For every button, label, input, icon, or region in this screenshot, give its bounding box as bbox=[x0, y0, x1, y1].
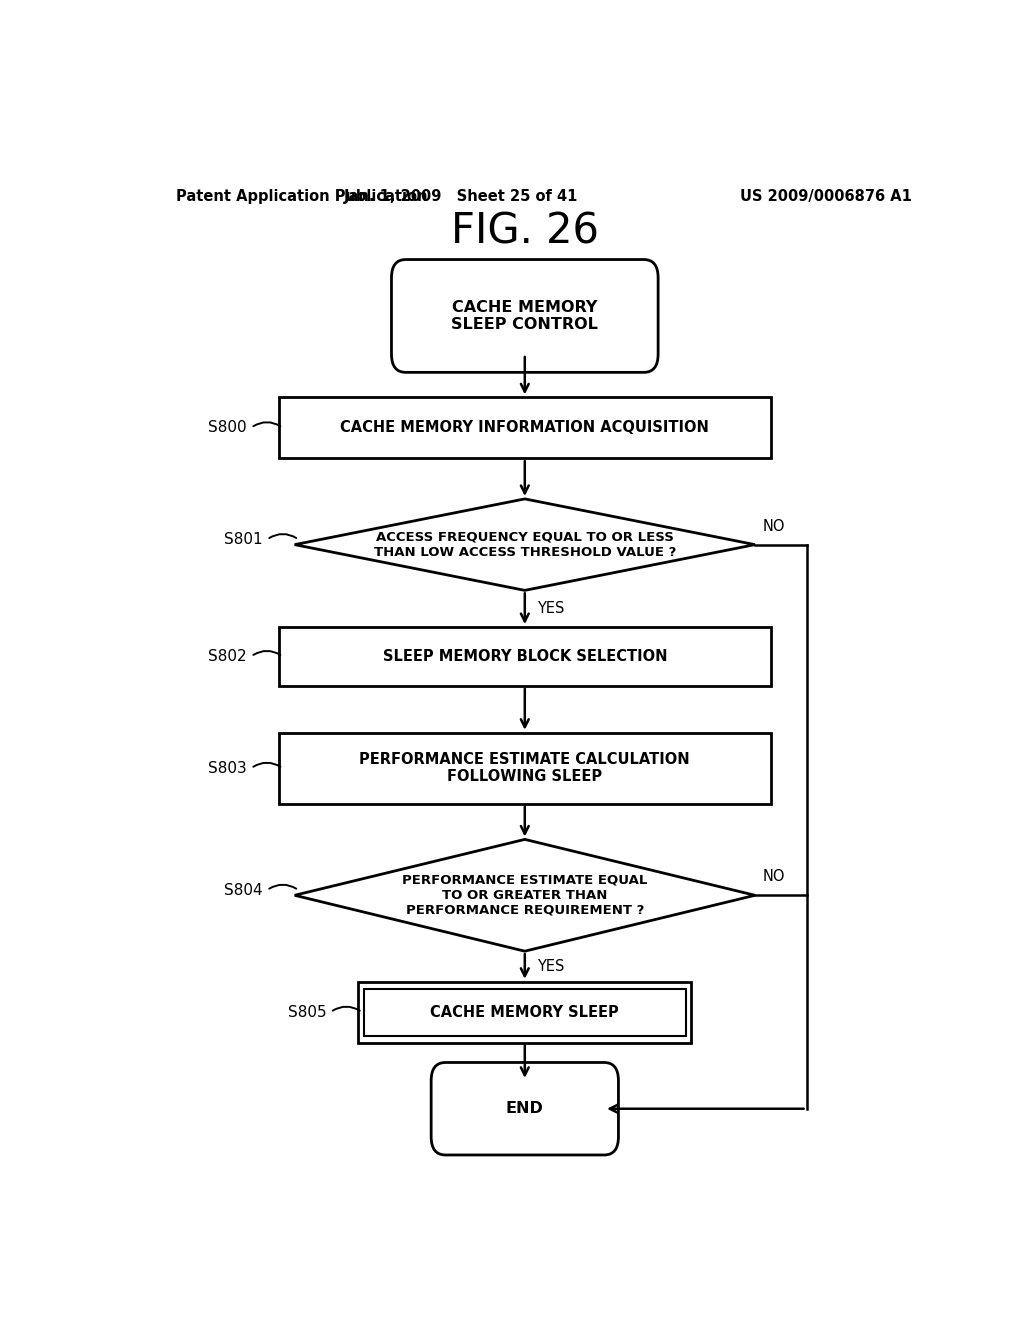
Text: US 2009/0006876 A1: US 2009/0006876 A1 bbox=[740, 189, 912, 203]
Bar bbox=[358, 982, 691, 1043]
Bar bbox=[364, 989, 686, 1036]
Text: S803: S803 bbox=[208, 760, 247, 776]
Bar bbox=[279, 733, 771, 804]
Text: YES: YES bbox=[537, 601, 564, 616]
Bar bbox=[279, 627, 771, 686]
Text: CACHE MEMORY INFORMATION ACQUISITION: CACHE MEMORY INFORMATION ACQUISITION bbox=[340, 420, 710, 436]
Text: CACHE MEMORY SLEEP: CACHE MEMORY SLEEP bbox=[430, 1005, 620, 1019]
Text: END: END bbox=[506, 1101, 544, 1117]
Text: S805: S805 bbox=[288, 1005, 327, 1019]
Polygon shape bbox=[295, 840, 755, 952]
FancyBboxPatch shape bbox=[431, 1063, 618, 1155]
Text: ACCESS FREQUENCY EQUAL TO OR LESS
THAN LOW ACCESS THRESHOLD VALUE ?: ACCESS FREQUENCY EQUAL TO OR LESS THAN L… bbox=[374, 531, 676, 558]
Text: NO: NO bbox=[763, 519, 785, 533]
Polygon shape bbox=[295, 499, 755, 590]
Text: YES: YES bbox=[537, 958, 564, 974]
Text: S801: S801 bbox=[224, 532, 263, 546]
Text: S804: S804 bbox=[224, 883, 263, 898]
Text: CACHE MEMORY
SLEEP CONTROL: CACHE MEMORY SLEEP CONTROL bbox=[452, 300, 598, 333]
Bar bbox=[279, 397, 771, 458]
FancyBboxPatch shape bbox=[391, 260, 658, 372]
Text: SLEEP MEMORY BLOCK SELECTION: SLEEP MEMORY BLOCK SELECTION bbox=[383, 649, 667, 664]
Text: Jan. 1, 2009   Sheet 25 of 41: Jan. 1, 2009 Sheet 25 of 41 bbox=[344, 189, 579, 203]
Text: PERFORMANCE ESTIMATE CALCULATION
FOLLOWING SLEEP: PERFORMANCE ESTIMATE CALCULATION FOLLOWI… bbox=[359, 752, 690, 784]
Text: Patent Application Publication: Patent Application Publication bbox=[176, 189, 427, 203]
Text: S800: S800 bbox=[209, 420, 247, 436]
Text: FIG. 26: FIG. 26 bbox=[451, 211, 599, 252]
Text: PERFORMANCE ESTIMATE EQUAL
TO OR GREATER THAN
PERFORMANCE REQUIREMENT ?: PERFORMANCE ESTIMATE EQUAL TO OR GREATER… bbox=[402, 874, 647, 917]
Text: NO: NO bbox=[763, 870, 785, 884]
Text: S802: S802 bbox=[209, 649, 247, 664]
